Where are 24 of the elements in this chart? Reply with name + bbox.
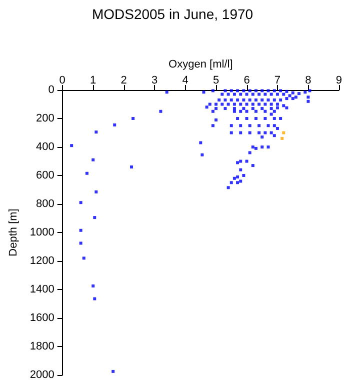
x-tick-label: 8: [305, 74, 312, 86]
y-tick-label: 1800: [30, 340, 54, 352]
y-tick-label: 200: [36, 112, 54, 124]
y-tick-label: 1400: [30, 284, 54, 296]
x-tick-label: 3: [152, 74, 158, 86]
y-tick-label: 1600: [30, 312, 54, 324]
y-tick-label: 600: [36, 170, 54, 182]
x-tick-label: 5: [212, 74, 220, 86]
y-axis-title: Depth [m]: [8, 208, 20, 256]
y-tick-label: 1200: [30, 255, 54, 267]
y-tick-label: 800: [36, 198, 54, 210]
x-tick-label: 0: [59, 74, 66, 86]
x-tick-label: 4: [182, 74, 188, 86]
y-tick-label: 1000: [30, 226, 54, 238]
x-tick-label: 7: [274, 74, 281, 86]
y-tick-label: 2000: [30, 369, 54, 381]
chart-title: MODS2005 in June, 1970: [92, 6, 254, 22]
x-tick-label: 1: [90, 74, 96, 86]
y-tick-label: 400: [36, 141, 54, 153]
x-tick-label: 6: [244, 74, 250, 86]
x-tick-label: 2: [120, 74, 127, 86]
x-axis-title: Oxygen [ml/l]: [168, 58, 233, 70]
y-tick-label: 0: [48, 84, 54, 96]
x-tick-label: 9: [336, 74, 342, 86]
